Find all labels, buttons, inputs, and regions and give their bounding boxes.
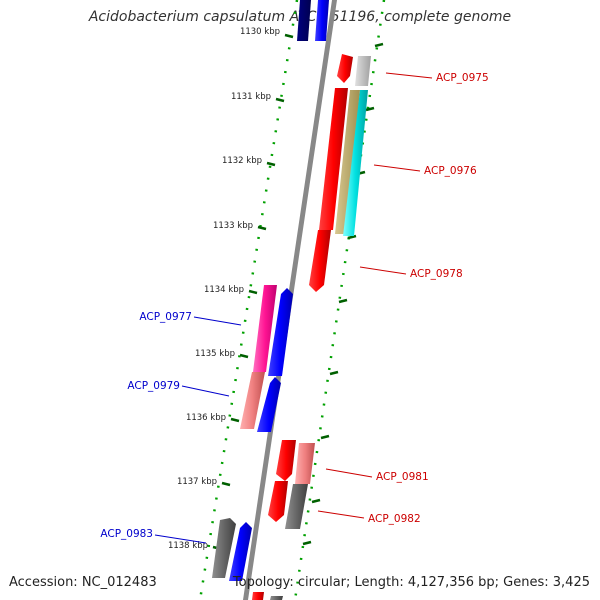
right-dash (347, 234, 357, 240)
gene-arrow-acp-0975 (337, 54, 353, 83)
leader-lines (154, 72, 433, 544)
tick-label: 1135 kbp (195, 349, 235, 359)
tick-label: 1131 kbp (231, 92, 271, 102)
gene-arrow (315, 0, 329, 41)
right-dash (311, 498, 321, 504)
gene-arrow (268, 288, 293, 376)
right-dash (302, 540, 312, 546)
gene-arrow (295, 443, 315, 484)
leader-line-acp-0977 (193, 316, 242, 326)
leader-line-acp-0976 (373, 164, 421, 172)
right-track-dashes (302, 42, 384, 546)
gene-arrow (343, 90, 368, 236)
leader-line-acp-0981 (325, 468, 373, 478)
gene-label-acp-0978: ACP_0978 (410, 268, 463, 280)
gene-arrow-acp-0977 (253, 285, 277, 372)
tick-dash-1137 (221, 481, 231, 487)
tick-label: 1133 kbp (213, 221, 253, 231)
tracks (198, 0, 386, 600)
gene-label-acp-0977: ACP_0977 (139, 311, 192, 323)
gene-label-acp-0975: ACP_0975 (436, 72, 489, 84)
leader-line-acp-0979 (181, 385, 230, 397)
gene-arrow (252, 592, 264, 600)
right-dash (365, 106, 375, 112)
outer-right-track (293, 0, 386, 600)
tick-label: 1132 kbp (222, 156, 262, 166)
gene-arrow-acp-0976 (319, 88, 348, 230)
tick-label: 1138 kbp (168, 541, 208, 551)
left-strand-genes (212, 0, 329, 581)
tick-dash-1134 (248, 289, 258, 295)
tick-dash-1136 (230, 417, 240, 423)
gene-arrow-acp-0979 (240, 372, 265, 429)
tick-dash-1135 (239, 353, 249, 359)
gene-labels: ACP_0975 ACP_0976 ACP_0978 ACP_0977 ACP_… (100, 72, 488, 540)
gene-arrow (355, 56, 371, 86)
tick-label: 1130 kbp (240, 27, 280, 37)
gene-arrow (297, 0, 311, 41)
tick-label: 1137 kbp (177, 477, 217, 487)
leader-line-acp-0982 (317, 510, 365, 519)
gene-label-acp-0981: ACP_0981 (376, 471, 429, 483)
leader-line-acp-0978 (359, 266, 407, 275)
tick-label: 1134 kbp (204, 285, 244, 295)
tick-dash-1133 (257, 225, 267, 231)
gene-arrow-acp-0978 (309, 230, 331, 292)
gene-arrow (270, 596, 283, 600)
tick-labels: 1130 kbp 1131 kbp 1132 kbp 1133 kbp 1134… (168, 27, 280, 551)
right-strand-genes (252, 54, 371, 600)
accession-label: Accession: NC_012483 (9, 575, 157, 590)
tick-label: 1136 kbp (186, 413, 226, 423)
gene-label-acp-0983: ACP_0983 (100, 528, 153, 540)
tick-dash-1132 (266, 161, 276, 167)
right-dash (329, 370, 339, 376)
gene-arrow-acp-0983 (212, 518, 236, 578)
gene-arrow (257, 377, 281, 432)
gene-arrow-acp-0982 (268, 481, 288, 522)
gene-label-acp-0976: ACP_0976 (424, 165, 477, 177)
right-dash (374, 42, 384, 48)
right-dash (320, 434, 330, 440)
gene-arrow (335, 90, 360, 234)
gene-label-acp-0979: ACP_0979 (127, 380, 180, 392)
tick-dash-1131 (275, 97, 285, 103)
gene-arrow-acp-0981 (276, 440, 296, 481)
tick-dash-1130 (284, 33, 294, 39)
gene-arrow (229, 522, 252, 581)
leader-line-acp-0983 (154, 534, 207, 544)
gene-label-acp-0982: ACP_0982 (368, 513, 421, 525)
gene-arrow (285, 484, 308, 529)
right-dash (338, 298, 348, 304)
leader-line-acp-0975 (385, 72, 433, 79)
topology-label: Topology: circular; Length: 4,127,356 bp… (232, 575, 590, 590)
tick-dashes (212, 33, 294, 551)
